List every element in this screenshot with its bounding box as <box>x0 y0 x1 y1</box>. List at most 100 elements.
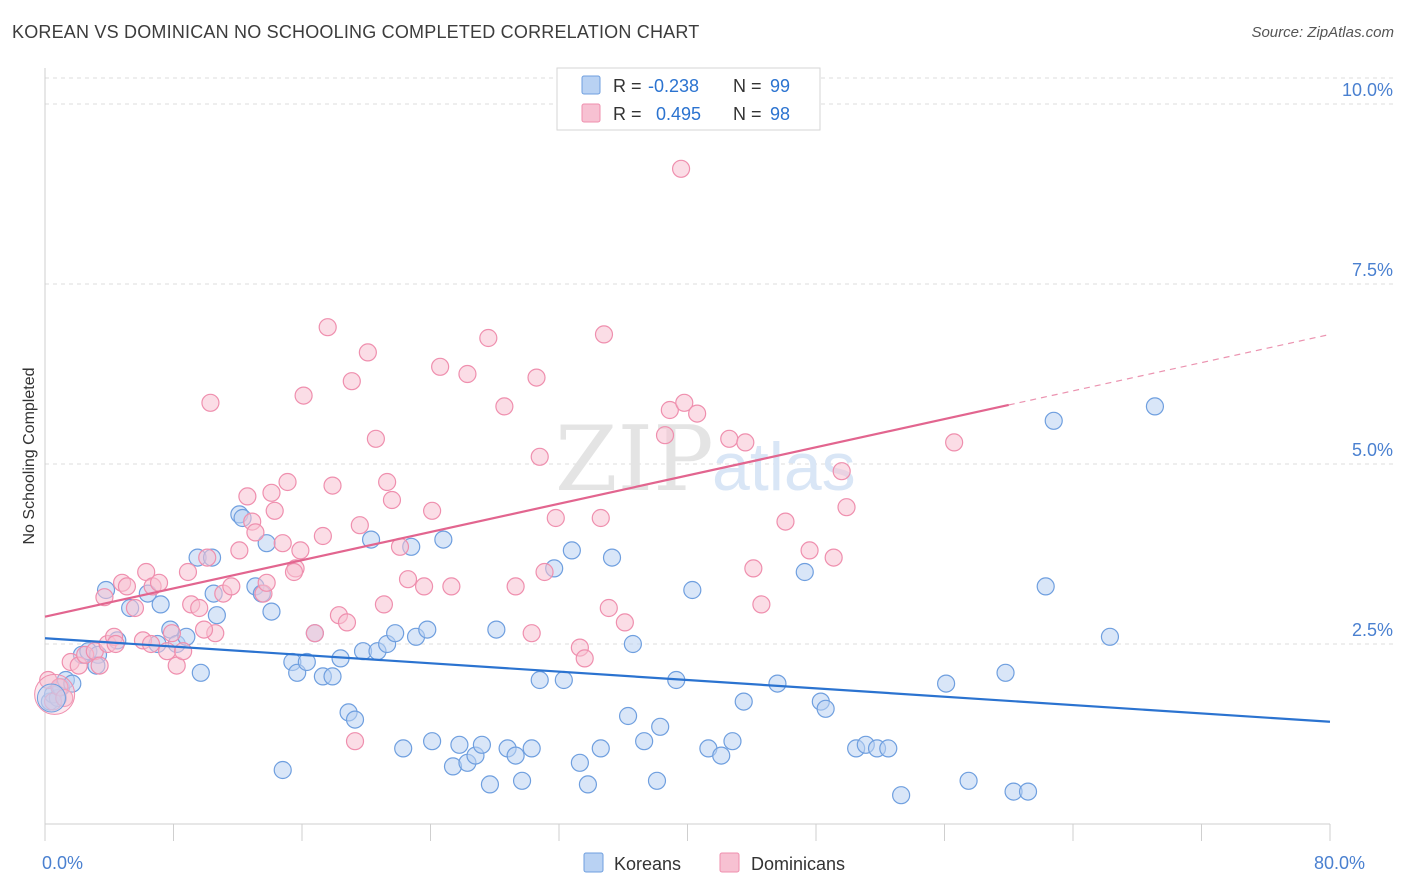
dominican-point <box>190 598 209 618</box>
legend-n-value-dominicans: 98 <box>770 104 790 124</box>
legend-r-label-koreans: R = <box>613 76 642 96</box>
dominican-point <box>284 562 304 582</box>
dominican-point <box>945 433 964 452</box>
dominican-point <box>599 598 618 618</box>
y-axis-label-group: No Schooling Completed <box>21 368 38 545</box>
legend-n-label-dominicans: N = <box>733 104 762 124</box>
dominican-point <box>246 523 265 542</box>
legend-r-label-dominicans: R = <box>613 104 642 124</box>
dominican-point <box>345 732 365 751</box>
dominican-point <box>117 577 137 596</box>
dominican-point <box>522 624 541 643</box>
korean-point <box>506 746 525 765</box>
dominican-point <box>374 595 394 614</box>
dominican-point <box>222 577 241 596</box>
dominican-point <box>149 573 169 592</box>
dominican-point <box>594 325 614 344</box>
dominican-point <box>323 476 342 495</box>
dominican-point <box>313 526 332 546</box>
korean-point <box>1044 411 1063 430</box>
dominican-point <box>294 386 313 405</box>
korean-point <box>879 739 898 758</box>
korean-point <box>480 775 500 794</box>
y-tick-label: 10.0% <box>1342 80 1393 100</box>
korean-point <box>191 663 210 682</box>
dominican-point <box>262 483 281 502</box>
y-axis-label: No Schooling Completed <box>21 368 38 545</box>
legend-n-value-koreans: 99 <box>770 76 790 96</box>
dominican-point <box>230 541 249 560</box>
korean-point <box>522 739 541 758</box>
korean-point <box>1018 782 1038 801</box>
korean-point <box>1145 397 1165 416</box>
y-tick-label: 2.5% <box>1352 620 1393 640</box>
dominican-point <box>752 595 771 614</box>
gridlines <box>45 77 1395 645</box>
dominican-point <box>575 649 594 668</box>
dominican-point <box>305 624 324 643</box>
korean-point <box>996 663 1015 682</box>
korean-point <box>795 562 814 582</box>
korean-point <box>394 739 413 758</box>
korean-point <box>591 739 610 758</box>
korean-point <box>487 620 506 639</box>
dominican-point <box>265 501 284 520</box>
korean-point <box>472 735 491 754</box>
korean-point <box>602 548 622 567</box>
korean-point <box>323 667 342 686</box>
dominican-point <box>278 472 297 492</box>
dominican-point <box>201 393 220 412</box>
korean-point <box>562 541 581 560</box>
dominican-point <box>162 624 181 643</box>
dominican-point <box>495 397 514 416</box>
chart-source: Source: ZipAtlas.com <box>1251 24 1394 41</box>
dominican-point <box>95 588 114 607</box>
dominican-point <box>479 328 498 348</box>
series-legend-label-koreans: Koreans <box>614 854 681 874</box>
watermark: ZIP atlas <box>555 407 856 512</box>
korean-point <box>816 699 835 718</box>
dominican-point <box>675 393 694 412</box>
legend-r-value-koreans: -0.238 <box>648 76 699 96</box>
dominican-point <box>832 462 851 481</box>
dominican-point <box>318 318 337 337</box>
legend-r-value-dominicans: 0.495 <box>656 104 701 124</box>
korean-point <box>712 746 731 765</box>
series-legend: Koreans Dominicans <box>583 852 845 874</box>
legend-n-label-koreans: N = <box>733 76 762 96</box>
korean-point <box>578 775 598 794</box>
dominican-point <box>527 368 546 387</box>
dominican-point <box>378 472 397 492</box>
dominican-point <box>414 577 434 596</box>
dominican-point <box>615 613 634 632</box>
dominican-point <box>174 642 193 661</box>
korean-point <box>1036 577 1055 596</box>
korean-point <box>734 692 753 711</box>
korean-point <box>570 753 589 772</box>
y-tick-label: 5.0% <box>1352 440 1393 460</box>
dominican-point <box>591 508 610 528</box>
legend-swatch-koreans <box>581 75 601 95</box>
dominican-point <box>776 512 795 531</box>
korean-cluster-point <box>36 683 66 713</box>
dominican-point <box>350 516 369 535</box>
series-legend-swatch-koreans <box>583 852 604 873</box>
dominican-trend-line <box>44 403 1009 618</box>
series-legend-swatch-dominicans <box>719 852 740 873</box>
series-legend-label-dominicans: Dominicans <box>751 854 845 874</box>
dominican-point <box>337 613 357 632</box>
dominican-point <box>506 577 525 596</box>
dominican-point <box>431 357 450 376</box>
y-tick-label: 7.5% <box>1352 260 1393 280</box>
dominican-point <box>800 541 819 560</box>
korean-point <box>297 652 316 672</box>
dominican-point <box>744 559 763 578</box>
dominican-point <box>382 490 402 510</box>
correlation-legend-box <box>556 67 821 131</box>
korean-point <box>207 606 226 625</box>
dominican-point <box>291 541 310 560</box>
x-tick-label: 80.0% <box>1314 853 1365 873</box>
scatter-points <box>34 159 1165 805</box>
axes: 2.5% 5.0% 7.5% 10.0% 0.0% 80.0% <box>42 68 1393 873</box>
